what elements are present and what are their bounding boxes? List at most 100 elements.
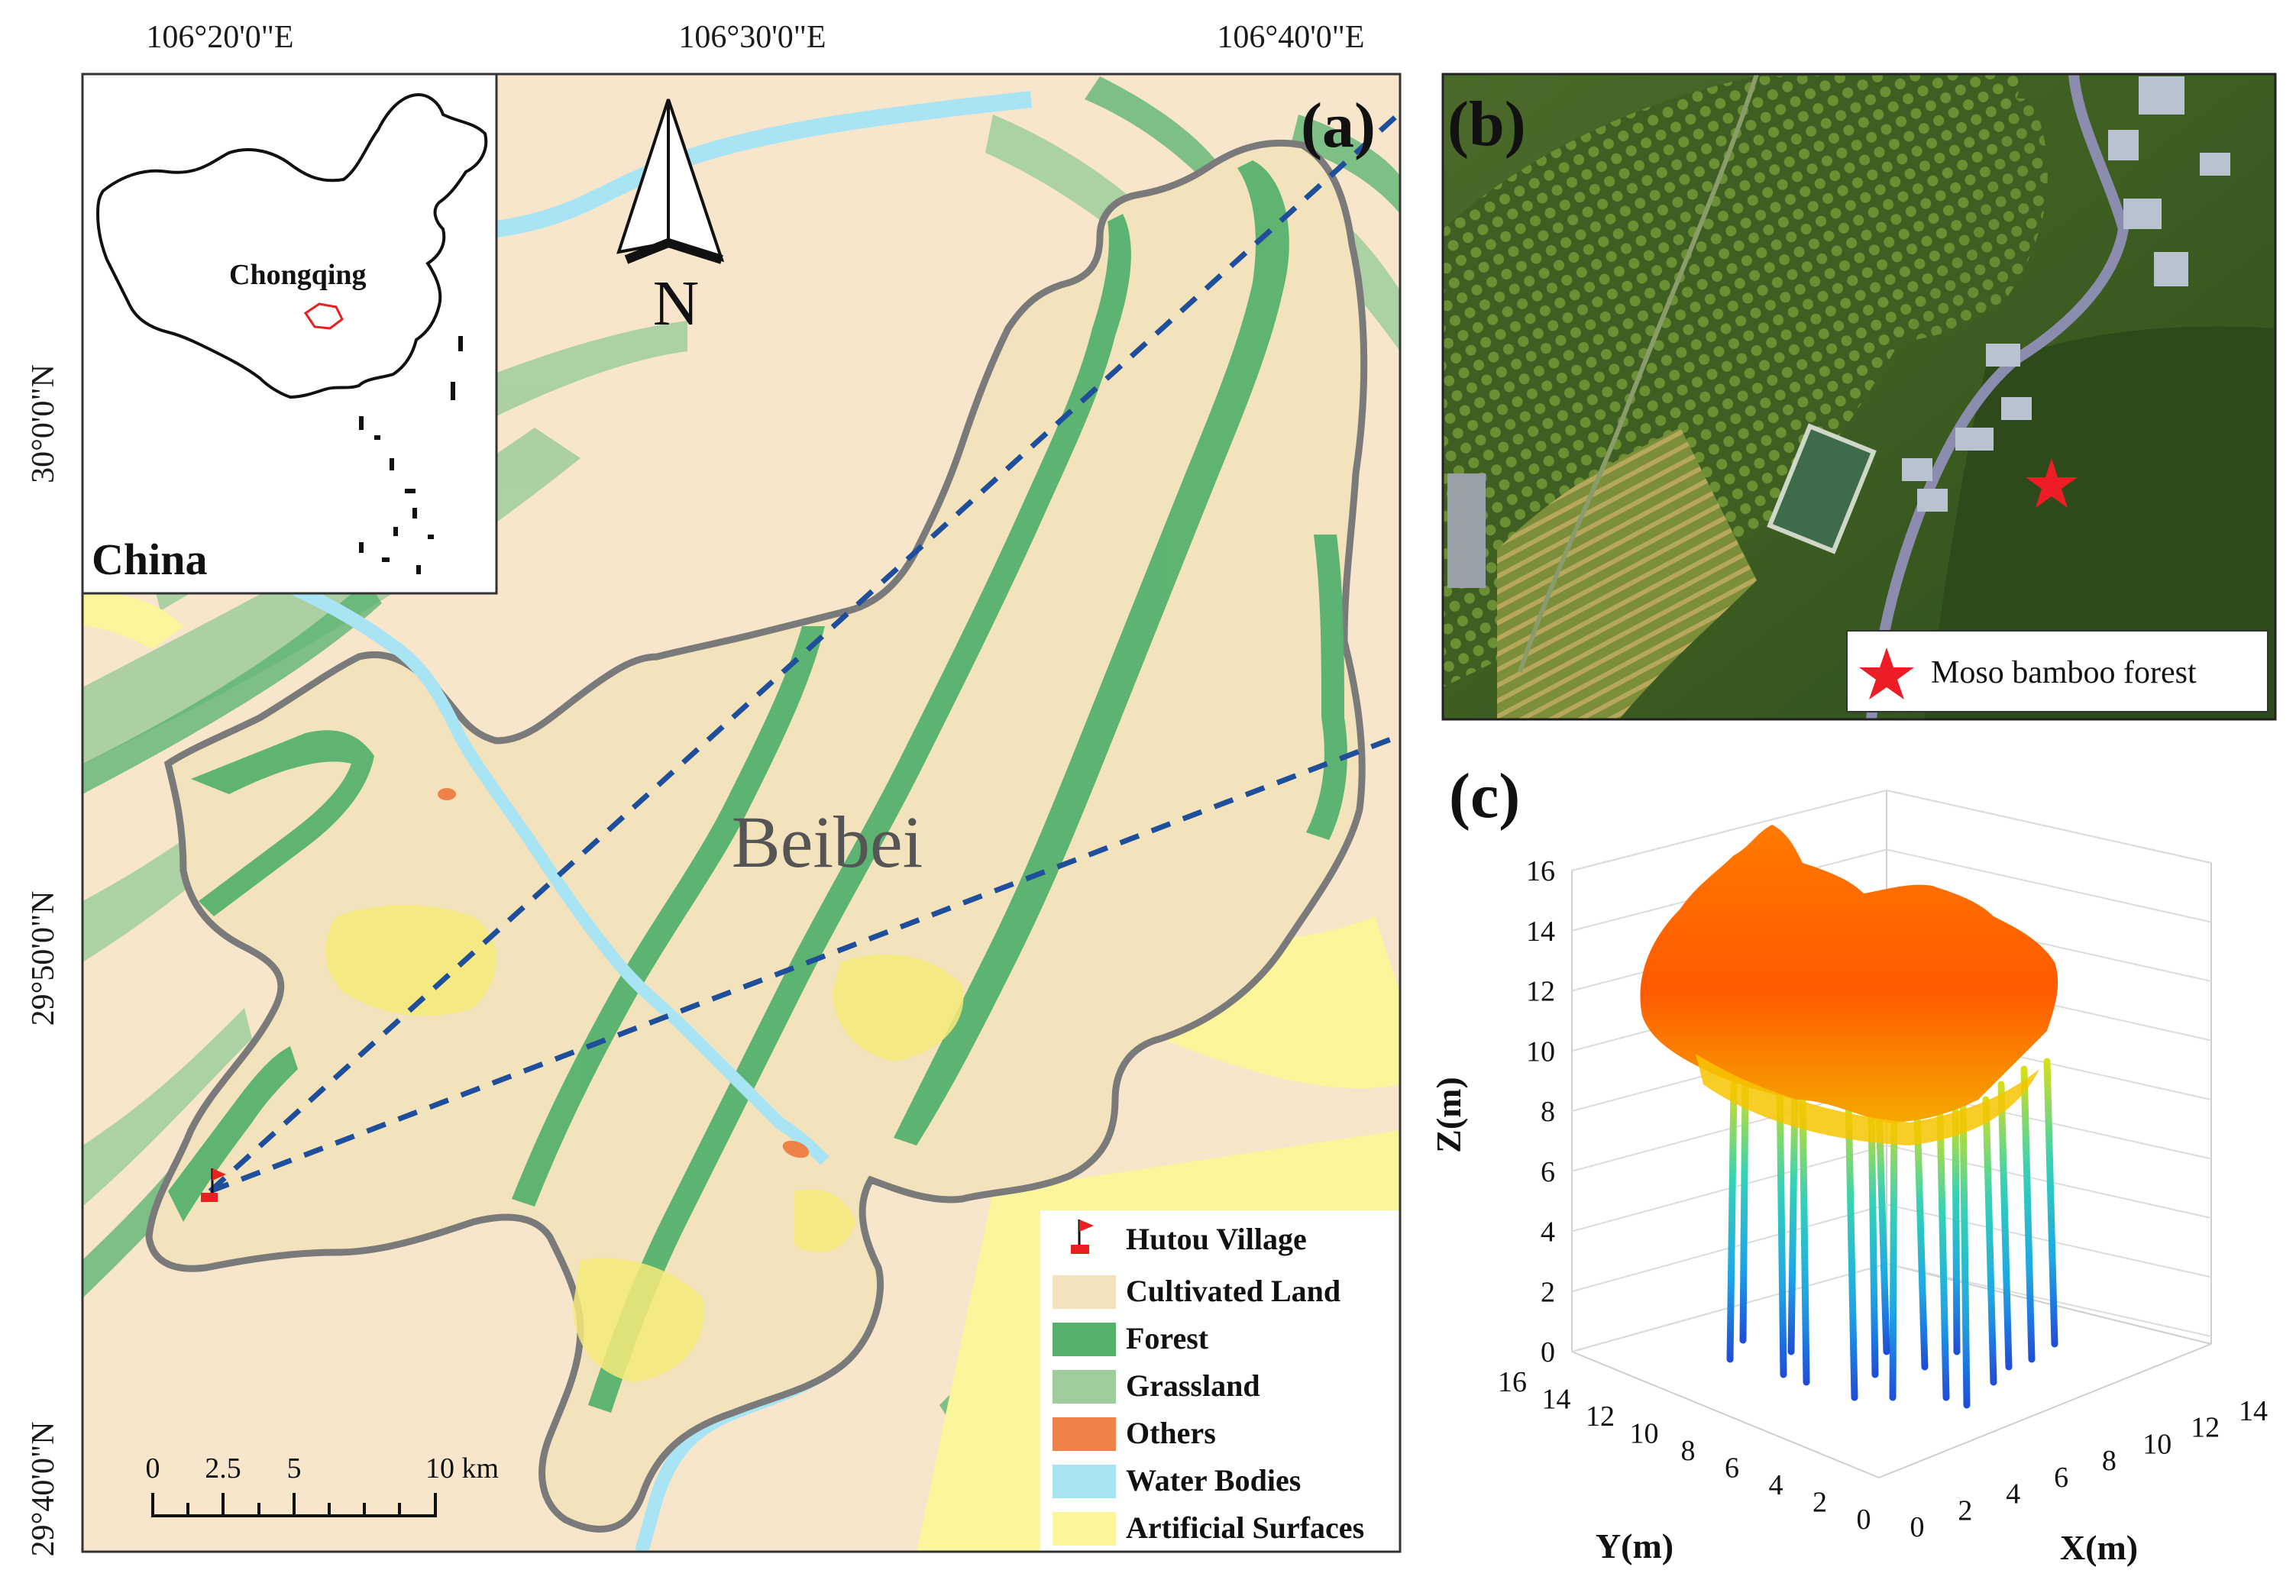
legend-item-others: Others: [1053, 1416, 1216, 1451]
lat-label: 29°40'0"N: [26, 1422, 61, 1557]
y-tick-label: 12: [1586, 1401, 1615, 1433]
north-label: N: [653, 268, 700, 339]
y-tick-label: 6: [1725, 1452, 1739, 1485]
panel-c-letter: (c): [1449, 761, 1520, 832]
legend-label: Water Bodies: [1126, 1463, 1301, 1497]
y-tick-label: 14: [1542, 1384, 1571, 1416]
y-tick-label: 0: [1857, 1504, 1871, 1536]
forest-ridges: [168, 160, 1347, 1413]
y-tick-label: 10: [1630, 1418, 1659, 1450]
district-boundary: [145, 139, 1368, 1533]
artificial-inside: [325, 905, 964, 1382]
river-inside: [393, 644, 829, 1165]
solar-building: [1447, 473, 1486, 588]
scalebar: 0 2.5 5 10 km: [146, 1452, 499, 1517]
z-tick-label: 0: [1541, 1336, 1555, 1368]
lon-label: 106°30'0"E: [678, 20, 826, 55]
south-china-sea-islands: [359, 336, 463, 574]
x-tick-label: 0: [1910, 1511, 1925, 1543]
bamboo-stem: [2020, 1065, 2036, 1363]
legend-item-forest: Forest: [1053, 1321, 1209, 1356]
x-tick-label: 14: [2239, 1395, 2268, 1427]
legend-item-cultivated-land: Cultivated Land: [1053, 1274, 1340, 1309]
z-tick-label: 6: [1541, 1156, 1555, 1188]
china-outline: [95, 93, 488, 399]
z-axis-ticks: 0 2 4 6 8 10 12 14 16: [1526, 855, 1555, 1368]
scalebar-tick-label: 0: [146, 1452, 160, 1485]
legend-item-hutou-village: Hutou Village: [1071, 1220, 1307, 1256]
x-tick-label: 6: [2054, 1462, 2068, 1494]
bamboo-star-icon: [2026, 458, 2078, 508]
bamboo-stem: [1889, 1103, 1898, 1401]
z-tick-label: 16: [1526, 855, 1555, 887]
lat-label: 30°0'0"N: [26, 364, 61, 483]
x-tick-label: 12: [2191, 1412, 2220, 1444]
legend: Hutou Village Cultivated Land Forest Gra…: [1040, 1210, 1400, 1552]
chongqing-outline: [303, 302, 344, 330]
star-icon: [1859, 648, 1914, 699]
bamboo-stem: [1799, 1096, 1810, 1386]
bamboo-stem: [1982, 1096, 1997, 1386]
inset-city-label: Chongqing: [229, 259, 367, 291]
y-tick-label: 2: [1813, 1487, 1827, 1519]
bamboo-stem: [1776, 1081, 1787, 1378]
river-north: [495, 91, 1033, 237]
x-tick-label: 10: [2142, 1428, 2171, 1460]
legend-label: Cultivated Land: [1126, 1274, 1340, 1308]
bamboo-stem: [1845, 1096, 1858, 1401]
scalebar-tick-label: 2.5: [205, 1452, 241, 1485]
y-tick-label: 16: [1498, 1366, 1527, 1398]
graticule-labels: 106°20'0"E 106°30'0"E 106°40'0"E 30°0'0"…: [26, 20, 1365, 1556]
canopy: [1640, 825, 2058, 1145]
others-patches: [438, 788, 810, 1158]
bamboo-stem: [1739, 1081, 1749, 1344]
z-tick-label: 12: [1526, 976, 1555, 1008]
road-left: [1518, 74, 1759, 673]
bamboo-forest: [1925, 326, 2275, 719]
map-frame: [81, 73, 1402, 1553]
lon-label: 106°20'0"E: [146, 20, 293, 55]
x-axis-ticks: 0 2 4 6 8 10 12 14: [1910, 1395, 2269, 1543]
scalebar-tick-label: 5: [287, 1452, 302, 1485]
trunks: [1711, 1058, 2058, 1409]
legend-label: Artificial Surfaces: [1126, 1510, 1364, 1545]
orchard-upper-right: [1816, 98, 2048, 342]
scalebar-tick-label: 10 km: [425, 1452, 499, 1485]
z-tick-label: 14: [1526, 916, 1555, 948]
lon-label: 106°40'0"E: [1217, 20, 1364, 55]
photo-frame: [1441, 73, 2277, 721]
x-tick-label: 8: [2102, 1445, 2117, 1477]
z-gridline-right: [1886, 848, 2212, 923]
y-tick-label: 8: [1681, 1435, 1696, 1467]
y-tick-label: 4: [1769, 1469, 1783, 1501]
china-inset: Chongqing China: [81, 73, 498, 595]
z-gridline-left: [1571, 790, 1887, 871]
z-tick-label: 4: [1541, 1216, 1555, 1249]
panel-a-letter: (a): [1301, 90, 1376, 161]
x-tick-label: 2: [1958, 1494, 1972, 1527]
connector-lines: [208, 109, 1400, 1194]
z-tick-label: 8: [1541, 1096, 1555, 1128]
x-tick-label: 4: [2006, 1478, 2020, 1510]
crop-rows: [1497, 428, 1757, 719]
north-arrow: N: [616, 99, 725, 339]
bamboo-stem: [2043, 1058, 2058, 1348]
bamboo-stem: [1868, 1103, 1879, 1378]
panel-b-aerial-photo: (b) Moso bamboo forest: [1441, 73, 2277, 721]
z-tick-label: 2: [1541, 1276, 1555, 1308]
bamboo-stem: [1726, 1081, 1738, 1363]
panel-a-map: Beibei (a) N 0: [26, 20, 1402, 1556]
photo-legend: Moso bamboo forest: [1846, 630, 2269, 712]
panel-b-letter: (b): [1447, 89, 1526, 160]
legend-label: Hutou Village: [1126, 1222, 1307, 1256]
z-gridline-right: [1886, 1263, 2212, 1337]
beibei-district: [145, 139, 1368, 1533]
bamboo-stem: [1787, 1088, 1799, 1355]
bamboo-stem: [1875, 1103, 1890, 1355]
x-axis-label: X(m): [2060, 1528, 2138, 1567]
z-tick-label: 10: [1526, 1035, 1555, 1068]
z-axis-label: Z(m): [1429, 1077, 1468, 1153]
